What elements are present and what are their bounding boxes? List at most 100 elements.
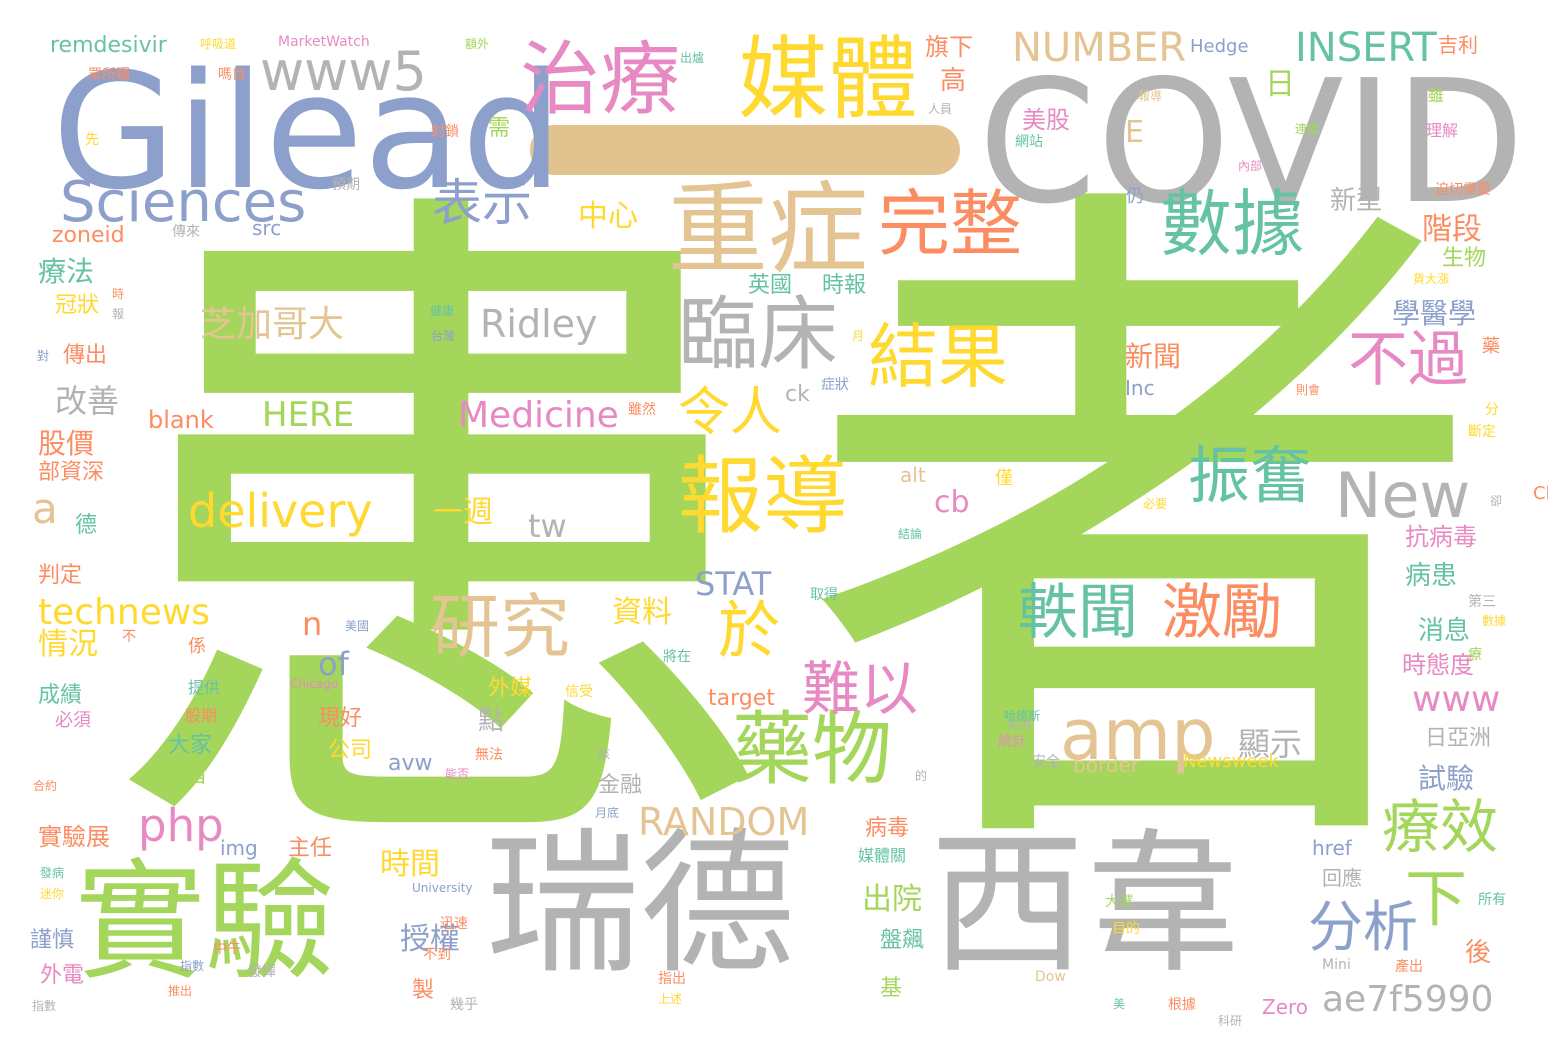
cloud-word: avw: [388, 751, 433, 776]
cloud-word: E: [1125, 115, 1144, 150]
cloud-word: 研究: [430, 586, 570, 668]
cloud-word: Inc: [1125, 376, 1155, 400]
cloud-word: 將在: [663, 649, 691, 665]
cloud-word: 貨大漲: [1413, 272, 1450, 286]
cloud-word: 後: [1465, 938, 1492, 968]
cloud-word: 指出: [658, 971, 686, 987]
cloud-word: 卻: [1490, 494, 1503, 508]
cloud-word: 療效: [1382, 793, 1499, 861]
cloud-word: 迅速: [440, 916, 468, 932]
cloud-word: n: [302, 605, 323, 643]
cloud-word: 報: [112, 307, 125, 321]
cloud-word: 療: [1468, 647, 1482, 663]
cloud-word: 嗎目: [218, 67, 246, 83]
cloud-word: 呼吸道: [200, 37, 237, 51]
cloud-word: tw: [528, 507, 567, 545]
cloud-word: 幾乎: [450, 997, 478, 1013]
cloud-word: Zero: [1262, 995, 1309, 1019]
cloud-word: 僅: [995, 468, 1013, 489]
cloud-word: 不到: [423, 947, 451, 963]
cloud-word: 消息: [1418, 616, 1471, 646]
cloud-word: Hedge: [1190, 36, 1249, 57]
cloud-word: HERE: [262, 395, 355, 435]
cloud-word: RANDOM: [638, 800, 810, 844]
cloud-word: 外媒: [488, 676, 533, 701]
cloud-word: 網站: [1015, 134, 1043, 150]
cloud-word: 雖然: [628, 402, 656, 418]
cloud-word: 情況: [38, 627, 98, 662]
cloud-word: Chicago: [290, 677, 339, 691]
cloud-word: Gilead: [52, 38, 563, 225]
cloud-word: 仍: [1126, 186, 1144, 207]
cloud-word: 成績: [38, 683, 83, 708]
cloud-word: of: [318, 645, 349, 683]
cloud-word: 出院: [862, 882, 922, 917]
cloud-word: 改善: [55, 382, 120, 420]
cloud-word: 盤飆: [880, 928, 925, 953]
cloud-word: 目的: [1112, 921, 1140, 937]
cloud-word: 理解: [1426, 121, 1459, 140]
cloud-word: 股期: [185, 706, 218, 725]
cloud-word: 預期: [332, 177, 360, 193]
cloud-word: 新型: [1330, 186, 1383, 216]
cloud-word: 則會: [1296, 383, 1321, 397]
cloud-word: 發病: [40, 866, 65, 880]
cloud-word: 美: [1113, 997, 1126, 1011]
cloud-word: www5: [260, 40, 427, 103]
cloud-word: src: [252, 216, 282, 240]
cloud-word: 安全: [1032, 754, 1060, 770]
cloud-word: 冠狀: [55, 293, 100, 318]
cloud-word: 數據: [1482, 614, 1507, 628]
cloud-word: 出爐: [680, 51, 705, 65]
cloud-word: delivery: [188, 484, 373, 538]
cloud-word: 信受: [565, 684, 593, 700]
cloud-word: 不: [122, 629, 136, 645]
cloud-word: 報導: [1138, 89, 1163, 103]
cloud-word: 該: [598, 747, 611, 761]
cloud-word: 結果: [868, 316, 1008, 398]
cloud-word: 媒體關: [858, 846, 907, 865]
cloud-word: 大選: [1105, 894, 1133, 910]
cloud-word: STAT: [695, 565, 772, 603]
cloud-word: 根據: [1168, 997, 1196, 1013]
cloud-word: 迫切需要: [1435, 182, 1491, 198]
cloud-word: 能否: [445, 767, 470, 781]
cloud-word: 傳來: [172, 224, 200, 240]
cloud-word: 上述: [658, 992, 683, 1006]
cloud-word: 時: [112, 287, 125, 301]
cloud-word: amp: [1060, 694, 1216, 776]
cloud-word: 日: [1265, 67, 1295, 102]
cloud-word: Mini: [1322, 957, 1351, 973]
cloud-word: 患: [95, 138, 785, 941]
cloud-word: 健康: [430, 304, 455, 318]
cloud-word: 治療: [520, 33, 680, 126]
cloud-word: 中午: [213, 941, 241, 957]
cloud-word: 重症: [668, 171, 868, 288]
cloud-word: 芝加哥大: [200, 304, 345, 345]
cloud-word: 美國: [345, 619, 370, 633]
cloud-word: 推出: [168, 984, 193, 998]
cloud-word: 抗病毒: [1405, 523, 1477, 551]
cloud-word: Dow: [1035, 969, 1066, 985]
cloud-word: 公司: [328, 738, 373, 763]
cloud-word: 實驗: [75, 846, 336, 998]
cloud-word: 必須: [55, 710, 91, 731]
cloud-word: 額外: [465, 37, 490, 51]
cloud-word: 無法: [475, 747, 503, 763]
cloud-word: 基: [880, 976, 903, 1001]
cloud-word: 股價: [38, 427, 95, 460]
cloud-word: 產出: [1395, 959, 1423, 975]
cloud-word: MarketWatch: [278, 34, 370, 50]
cloud-word: 金融: [598, 773, 643, 798]
cloud-word: 結論: [898, 527, 923, 541]
cloud-word: 統計: [998, 734, 1026, 750]
cloud-word: 對: [37, 349, 50, 363]
cloud-word: 發揮: [248, 964, 276, 980]
cloud-word: cb: [934, 485, 970, 520]
cloud-word: 雖: [1428, 86, 1445, 105]
cloud-word: 的: [915, 769, 928, 783]
cloud-word: 激勵: [1162, 578, 1282, 648]
cloud-word: 謹慎: [30, 928, 75, 953]
cloud-word: 試驗: [1418, 762, 1475, 795]
